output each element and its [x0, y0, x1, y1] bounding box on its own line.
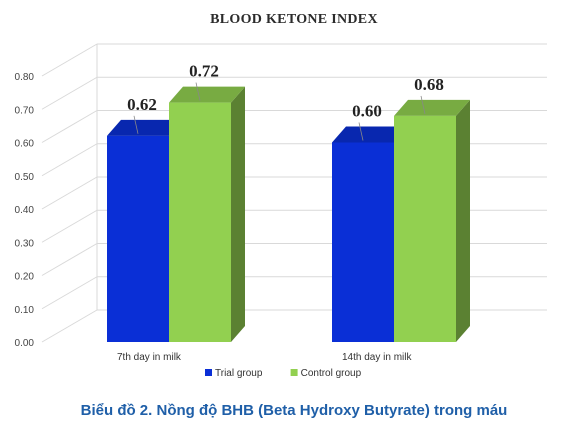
bar — [394, 99, 470, 343]
y-tick-label: 0.00 — [15, 338, 35, 349]
legend-swatch — [290, 369, 298, 376]
bar-front — [169, 102, 231, 342]
chart-title: BLOOD KETONE INDEX — [210, 12, 378, 27]
gridline-depth — [41, 309, 98, 343]
data-label: 0.60 — [352, 102, 382, 121]
bar-front — [107, 135, 169, 342]
y-tick-label: 0.80 — [15, 72, 35, 83]
y-tick-label: 0.10 — [15, 305, 35, 316]
x-tick-label: 7th day in milk — [117, 352, 182, 363]
bar — [169, 86, 245, 342]
y-axis: 0.00 0.10 0.20 0.30 0.40 0.50 0.60 0.70 0.80 — [15, 72, 35, 349]
leader-line — [195, 82, 201, 101]
figure-caption: Biểu đồ 2. Nồng độ BHB (Beta Hydroxy But… — [80, 402, 508, 419]
leader-line — [358, 122, 364, 141]
gridline-depth — [41, 76, 98, 110]
data-label: 0.62 — [127, 95, 157, 114]
y-tick-label: 0.20 — [15, 272, 35, 283]
y-tick-label: 0.50 — [15, 172, 35, 183]
x-axis: 7th day in milk 14th day in milk — [117, 352, 412, 363]
bar-front — [332, 142, 394, 342]
bar-side — [456, 99, 470, 343]
leader-line — [133, 115, 139, 134]
legend-label: Control group — [301, 368, 362, 379]
y-tick-label: 0.60 — [15, 139, 35, 150]
data-label: 0.68 — [414, 75, 444, 94]
bar-side — [231, 86, 245, 342]
data-labels: 0.62 0.72 0.60 0.68 — [127, 62, 444, 141]
bars — [107, 86, 470, 343]
legend-swatch — [205, 369, 212, 376]
gridline-depth — [41, 43, 98, 77]
gridline-depth — [41, 276, 98, 310]
legend: Trial group Control group — [205, 368, 362, 379]
bar-top — [107, 119, 183, 136]
x-tick-label: 14th day in milk — [342, 352, 412, 363]
bar-top — [169, 86, 245, 103]
gridline-depth — [41, 110, 98, 143]
y-tick-label: 0.70 — [15, 105, 35, 116]
gridline-depth — [41, 143, 98, 177]
bar-front — [394, 115, 456, 343]
bar-top — [332, 126, 408, 143]
leader-line — [420, 95, 426, 114]
y-tick-label: 0.40 — [15, 205, 35, 216]
bar-top — [394, 99, 470, 116]
y-tick-label: 0.30 — [15, 238, 35, 249]
gridline-depth — [41, 176, 98, 210]
data-label: 0.72 — [189, 62, 219, 81]
gridline-depth — [41, 243, 98, 276]
gridline-depth — [41, 209, 98, 243]
legend-label: Trial group — [215, 368, 263, 379]
